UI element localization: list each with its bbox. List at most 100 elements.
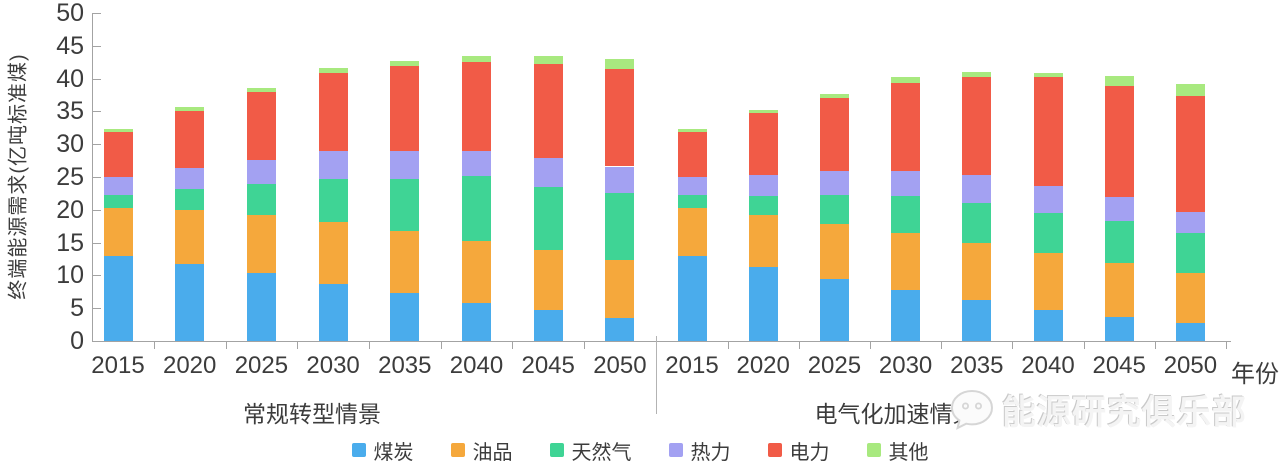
bar-segment-天然气 <box>748 196 778 216</box>
legend-item-油品: 油品 <box>450 436 513 465</box>
legend-item-其他: 其他 <box>866 436 929 465</box>
bar-segment-油品 <box>318 222 348 284</box>
x-axis-tick <box>297 341 299 349</box>
bar-segment-热力 <box>962 175 992 203</box>
bar-segment-天然气 <box>605 193 635 260</box>
x-tick-label-year: 2030 <box>306 352 360 379</box>
bar-segment-其他 <box>175 107 205 111</box>
legend-label: 天然气 <box>571 441 632 464</box>
bar-segment-天然气 <box>103 195 133 208</box>
y-tick-label: 25 <box>56 163 84 191</box>
y-axis-tick <box>92 275 101 277</box>
bar-segment-电力 <box>318 73 348 151</box>
x-axis-tick <box>1154 341 1156 349</box>
bar-segment-油品 <box>891 233 921 291</box>
bar-segment-其他 <box>246 88 276 93</box>
y-axis-tick <box>92 242 101 244</box>
legend-swatch-热力 <box>668 443 683 457</box>
legend-swatch-天然气 <box>549 443 564 457</box>
legend-item-天然气: 天然气 <box>549 436 632 465</box>
y-tick-label: 30 <box>56 130 84 159</box>
scenario-divider <box>656 336 657 414</box>
x-axis-tick <box>440 341 442 349</box>
bar-segment-电力 <box>533 64 563 158</box>
bar-segment-其他 <box>962 72 992 77</box>
legend-swatch-油品 <box>450 443 465 457</box>
x-tick-label-year: 2035 <box>378 352 432 379</box>
y-tick-label: 50 <box>56 0 84 27</box>
bar-segment-天然气 <box>246 184 276 216</box>
bar-segment-热力 <box>533 157 563 187</box>
bar-segment-其他 <box>1033 72 1063 78</box>
bar-segment-煤炭 <box>819 279 849 341</box>
bar-segment-其他 <box>1104 75 1134 87</box>
bar-segment-热力 <box>677 177 707 196</box>
y-axis-tick <box>92 341 101 342</box>
bar-segment-其他 <box>318 68 348 74</box>
bar-segment-电力 <box>605 68 635 167</box>
bar-segment-热力 <box>246 159 276 185</box>
x-axis-tick <box>870 341 871 349</box>
bar-segment-油品 <box>1175 273 1205 323</box>
bar-segment-电力 <box>891 82 921 172</box>
bar-segment-其他 <box>605 58 635 69</box>
bar-segment-油品 <box>462 240 491 303</box>
legend-label: 煤炭 <box>373 441 414 464</box>
x-axis-tick <box>153 341 155 349</box>
bar-segment-其他 <box>390 60 420 67</box>
x-axis-line <box>92 341 1231 342</box>
bar-segment-热力 <box>891 171 921 197</box>
bar-segment-油品 <box>1104 262 1134 318</box>
bar-segment-其他 <box>1175 83 1205 96</box>
y-tick-label: 0 <box>70 327 84 355</box>
bar-segment-其他 <box>462 56 491 62</box>
x-axis-tick <box>368 341 370 349</box>
bar-segment-油品 <box>819 223 849 280</box>
bar-segment-油品 <box>677 207 707 257</box>
legend-label: 电力 <box>789 441 830 464</box>
bar-segment-煤炭 <box>246 272 276 341</box>
bar-segment-电力 <box>390 66 420 152</box>
x-tick-label-year: 2020 <box>736 352 790 379</box>
x-axis-tick <box>584 341 586 349</box>
bar-segment-热力 <box>605 166 635 194</box>
bar-segment-油品 <box>605 259 635 319</box>
x-axis-tick <box>798 341 800 349</box>
bar-segment-天然气 <box>533 186 563 250</box>
bar-segment-热力 <box>462 151 491 177</box>
x-tick-label-year: 2035 <box>950 352 1004 379</box>
x-axis-tick <box>1226 341 1227 349</box>
bar-segment-热力 <box>1175 211 1205 233</box>
bar-segment-天然气 <box>175 189 205 211</box>
x-axis-tick <box>512 341 514 349</box>
y-tick-label: 10 <box>56 261 84 290</box>
bar-segment-煤炭 <box>677 256 707 341</box>
watermark-text: 能源研究俱乐部 <box>1002 394 1247 432</box>
x-tick-label-year: 2050 <box>593 352 647 379</box>
y-axis-tick <box>92 111 101 113</box>
y-axis-tick <box>92 177 101 178</box>
bar-segment-煤炭 <box>533 309 563 341</box>
x-axis-tick <box>1012 341 1014 349</box>
x-tick-label-year: 2045 <box>521 352 575 379</box>
bar-segment-热力 <box>318 150 348 179</box>
bar-segment-热力 <box>175 168 205 190</box>
bar-segment-油品 <box>175 210 205 265</box>
bar-segment-热力 <box>103 177 133 196</box>
bar-segment-天然气 <box>390 178 420 231</box>
y-tick-label: 45 <box>56 31 84 60</box>
bar-segment-煤炭 <box>318 283 348 341</box>
bar-segment-电力 <box>462 61 491 152</box>
y-tick-label: 15 <box>56 228 84 257</box>
bar-segment-煤炭 <box>103 256 133 341</box>
bar-segment-电力 <box>1104 86 1134 197</box>
x-tick-label-year: 2030 <box>878 352 933 379</box>
bar-segment-煤炭 <box>891 290 921 341</box>
x-tick-label-year: 2040 <box>1021 352 1075 379</box>
y-tick-label: 5 <box>70 294 84 323</box>
legend-item-煤炭: 煤炭 <box>351 436 414 465</box>
legend-label: 热力 <box>690 441 731 464</box>
bar-segment-其他 <box>748 110 778 114</box>
bar-segment-天然气 <box>891 196 921 234</box>
